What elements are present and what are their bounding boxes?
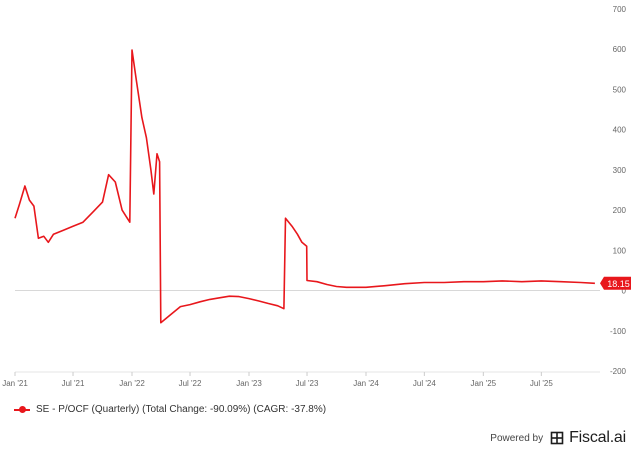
- x-tick-label: Jan '25: [471, 379, 497, 388]
- x-tick-label: Jul '21: [62, 379, 85, 388]
- x-tick-label: Jan '24: [353, 379, 379, 388]
- powered-by-attribution[interactable]: Powered by Fiscal.ai: [490, 429, 626, 447]
- last-value-label: 18.15: [607, 279, 630, 289]
- legend-series-marker-icon: [14, 406, 30, 414]
- y-tick-label: 200: [613, 206, 627, 215]
- y-tick-label: 400: [613, 126, 627, 135]
- y-tick-label: 0: [622, 287, 627, 296]
- brand-name: Fiscal.ai: [569, 429, 626, 446]
- x-tick-label: Jan '22: [119, 379, 145, 388]
- y-tick-label: 500: [613, 85, 627, 94]
- x-tick-label: Jul '23: [296, 379, 319, 388]
- x-tick-label: Jul '22: [179, 379, 202, 388]
- x-tick-label: Jul '25: [530, 379, 553, 388]
- x-tick-label: Jan '23: [236, 379, 262, 388]
- y-tick-label: 300: [613, 166, 627, 175]
- powered-by-text: Powered by: [490, 432, 544, 444]
- x-tick-label: Jan '21: [2, 379, 28, 388]
- x-tick-label: Jul '24: [413, 379, 436, 388]
- y-tick-label: 700: [613, 5, 627, 14]
- y-tick-label: 600: [613, 45, 627, 54]
- series-line: [14, 49, 595, 324]
- last-value-badge: [600, 276, 631, 290]
- y-tick-label: -100: [610, 327, 627, 336]
- chart-legend[interactable]: SE - P/OCF (Quarterly) (Total Change: -9…: [14, 404, 326, 415]
- fiscal-ai-logo-icon: [550, 431, 564, 445]
- legend-series-label: SE - P/OCF (Quarterly) (Total Change: -9…: [36, 404, 327, 415]
- y-tick-label: -200: [610, 367, 627, 376]
- y-tick-label: 100: [613, 246, 627, 255]
